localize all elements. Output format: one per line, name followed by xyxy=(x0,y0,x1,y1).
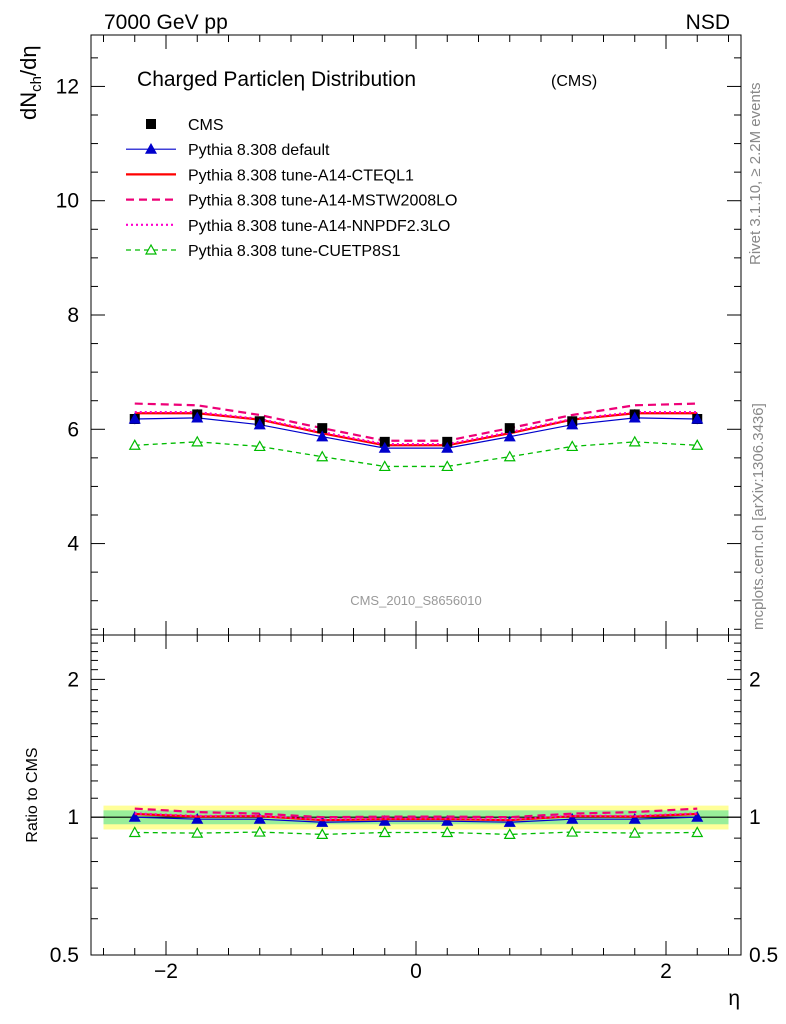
ratio-series-marker xyxy=(566,825,579,837)
ratio-y-axis-label: Ratio to CMS xyxy=(24,747,41,842)
rivet-label: Rivet 3.1.10, ≥ 2.2M events xyxy=(747,83,764,266)
series-marker xyxy=(441,460,454,472)
ratio-series-marker xyxy=(628,812,641,824)
ratio-series-marker xyxy=(191,826,204,838)
series-marker xyxy=(378,460,391,472)
ratio-series-marker xyxy=(441,826,454,838)
y-axis-label-main: dN xyxy=(16,92,41,120)
y-axis-label-tail: /dη xyxy=(16,45,41,76)
ratio-series-marker xyxy=(503,815,516,827)
series-marker xyxy=(128,412,141,424)
ratio-series-marker xyxy=(628,826,641,838)
ratio-series-marker xyxy=(253,825,266,837)
plot-title-suffix: (CMS) xyxy=(551,73,597,90)
series-marker xyxy=(628,435,641,447)
y-axis-label-sub: ch xyxy=(28,76,45,92)
energy-label: 7000 GeV pp xyxy=(104,11,228,34)
ratio-series-marker xyxy=(128,810,141,822)
series-marker xyxy=(128,439,141,450)
legend-label: Pythia 8.308 default xyxy=(188,142,330,159)
ratio-plot-frame xyxy=(90,634,742,956)
series-marker xyxy=(316,450,329,462)
analysis-watermark: CMS_2010_S8656010 xyxy=(350,593,482,608)
ratio-series-marker xyxy=(316,815,329,827)
process-label: NSD xyxy=(686,11,730,34)
legend-marker xyxy=(146,119,156,129)
series-marker xyxy=(566,440,579,452)
x-tick-label: 2 xyxy=(660,960,672,983)
series-marker xyxy=(628,411,641,423)
ratio-y-tick-label: 1 xyxy=(67,806,79,829)
ratio-series-line xyxy=(134,812,698,821)
ratio-y-tick-label-right: 2 xyxy=(749,668,761,691)
series-line xyxy=(134,417,698,449)
ratio-series-marker xyxy=(441,814,454,826)
ratio-series-line xyxy=(134,816,698,823)
ratio-y-tick-label-right: 0.5 xyxy=(749,944,778,967)
ratio-series-marker xyxy=(128,826,141,838)
series-marker xyxy=(191,435,204,447)
data-point xyxy=(442,436,453,447)
data-point xyxy=(379,436,390,447)
series-marker xyxy=(441,441,454,453)
y-tick-label: 12 xyxy=(56,75,79,98)
main-plot-panel: 4 6 8 10 12 Charged Particleη Distribution (… xyxy=(16,34,742,636)
series-marker xyxy=(503,430,516,442)
series-marker xyxy=(691,439,704,450)
plot-title: Charged Particleη Distribution xyxy=(137,68,416,91)
series-marker xyxy=(316,430,329,442)
legend-label: Pythia 8.308 tune-CUETP8S1 xyxy=(188,243,401,260)
ratio-series-marker xyxy=(316,828,329,840)
legend: CMS Pythia 8.308 default Pythia 8.308 tune… xyxy=(126,117,457,260)
series-marker xyxy=(253,418,266,430)
ratio-series-marker xyxy=(191,812,204,824)
main-y-axis-label: dNch/dη xyxy=(16,45,45,120)
ratio-series-marker xyxy=(691,810,704,822)
series-marker xyxy=(691,412,704,424)
ratio-series-marker xyxy=(378,826,391,838)
ratio-y-tick-label: 2 xyxy=(67,668,79,691)
series-marker xyxy=(566,418,579,430)
legend-label: Pythia 8.308 tune-A14-MSTW2008LO xyxy=(188,193,457,210)
svg-text:dNch/dη: dNch/dη xyxy=(16,45,45,120)
series-line xyxy=(134,441,698,468)
ratio-series-line xyxy=(134,831,698,836)
ratio-series-marker xyxy=(378,814,391,826)
legend-marker xyxy=(144,142,158,154)
series-line xyxy=(134,412,698,447)
ratio-plot-panel: 0.5 0.5 1 1 2 2 −2 0 2 Ratio to CMS η xyxy=(24,634,778,1010)
legend-label: CMS xyxy=(188,117,224,134)
ratio-y-tick-label-right: 1 xyxy=(749,806,761,829)
series-marker xyxy=(253,440,266,452)
y-tick-label: 4 xyxy=(67,533,79,556)
series-marker xyxy=(378,441,391,453)
data-point xyxy=(317,423,328,434)
series-line xyxy=(134,411,698,446)
series-marker xyxy=(191,411,204,423)
y-tick-label: 8 xyxy=(67,304,79,327)
ratio-y-tick-label: 0.5 xyxy=(50,944,79,967)
series-marker xyxy=(503,450,516,462)
x-tick-label: −2 xyxy=(154,960,178,983)
ratio-series-marker xyxy=(503,828,516,840)
x-axis-label: η xyxy=(728,987,740,1010)
series-line xyxy=(134,402,698,442)
data-point xyxy=(504,423,515,434)
y-tick-label: 10 xyxy=(56,190,79,213)
x-tick-label: 0 xyxy=(410,960,422,983)
ratio-series-marker xyxy=(566,812,579,824)
legend-label: Pythia 8.308 tune-A14-NNPDF2.3LO xyxy=(188,218,450,235)
legend-label: Pythia 8.308 tune-A14-CTEQL1 xyxy=(188,167,414,184)
legend-marker xyxy=(144,243,158,255)
ratio-series-marker xyxy=(691,826,704,838)
ratio-series-line xyxy=(134,807,698,819)
mcplots-label: mcplots.cern.ch [arXiv:1306.3436] xyxy=(750,403,767,630)
y-tick-label: 6 xyxy=(67,418,79,441)
ratio-series-marker xyxy=(253,812,266,824)
